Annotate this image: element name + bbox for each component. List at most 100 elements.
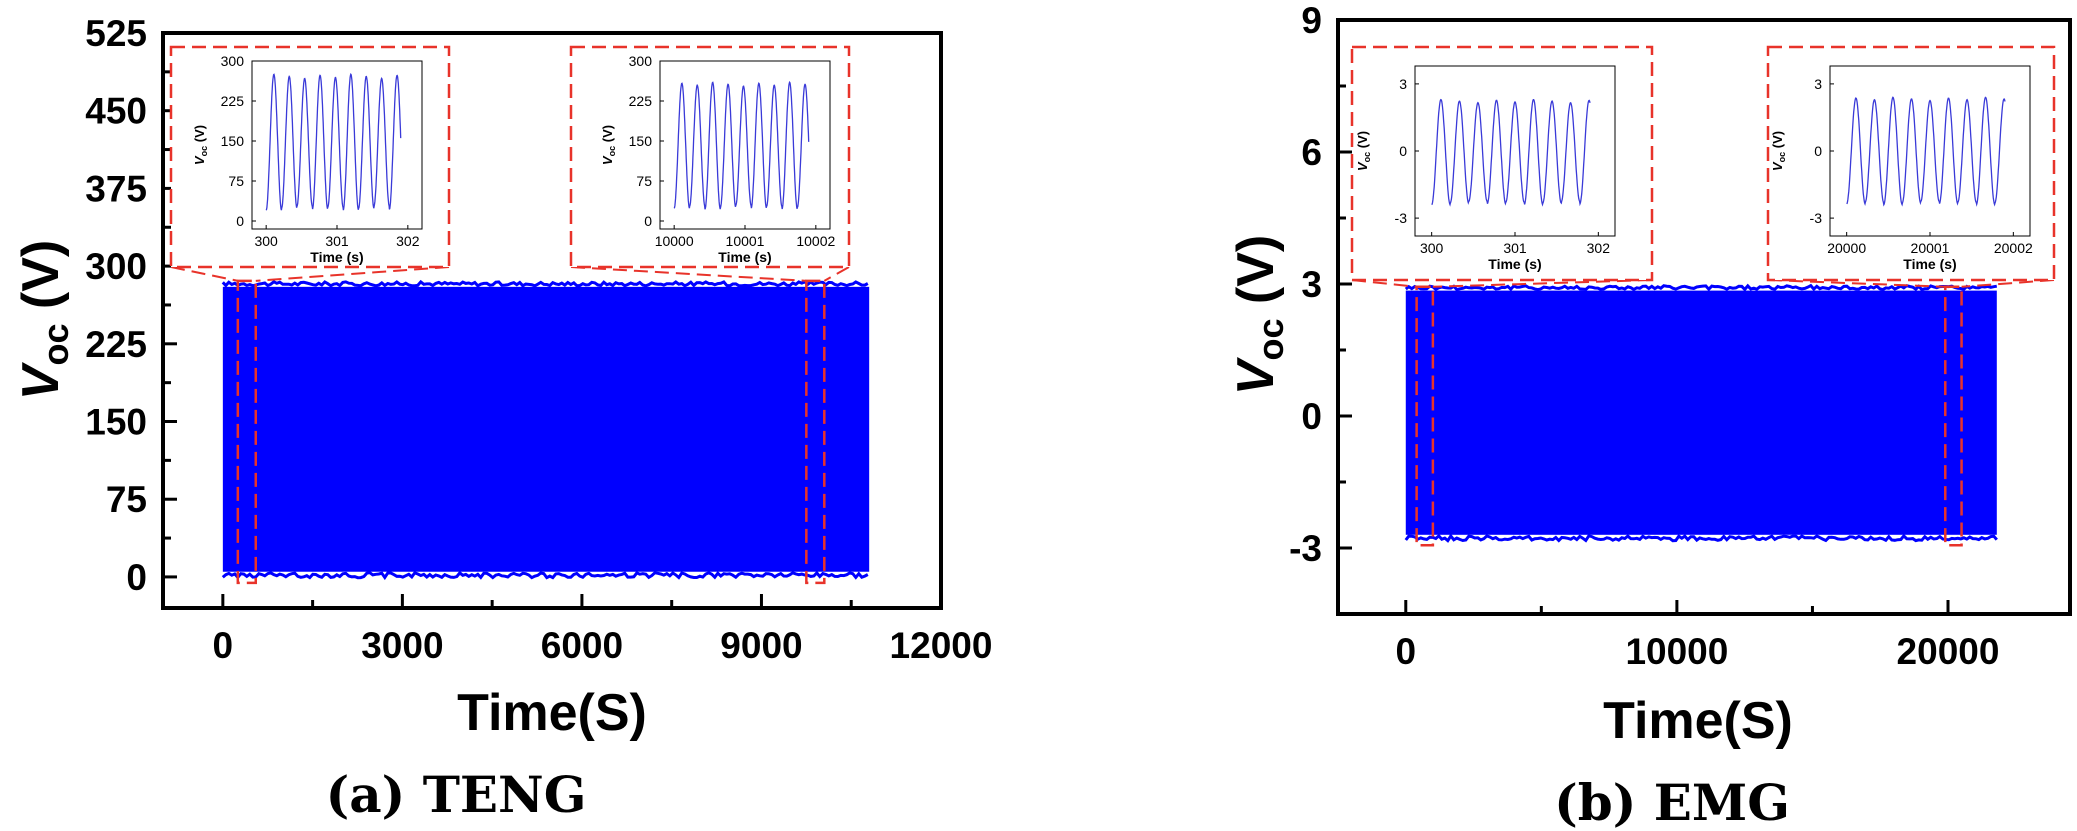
y-tick-label: 3: [1301, 264, 1322, 305]
inset-y-tick-label: 0: [236, 213, 244, 229]
inset-y-axis-title-unit: (V): [1770, 131, 1785, 152]
inset-y-axis-title-sub: oc: [1777, 152, 1787, 163]
caption-b: (b) EMG: [1554, 773, 1790, 831]
y-tick-label: 300: [85, 246, 147, 287]
inset-x-tick-label: 20001: [1911, 240, 1950, 256]
y-tick-label: 0: [1301, 396, 1322, 437]
inset-y-tick-label: 0: [644, 213, 652, 229]
inset-x-axis-title: Time (s): [310, 249, 363, 265]
inset-plot: 0 75 150 225 300 300 301 302 Time (s) Voc (V): [169, 45, 451, 269]
inset-x-tick-label: 302: [396, 233, 420, 249]
inset-y-tick-label: 225: [221, 93, 245, 109]
inset-y-tick-label: 225: [629, 93, 653, 109]
y-axis-title-a-unit: (V): [12, 240, 70, 324]
y-tick-label: 75: [106, 479, 147, 520]
zoom-connector-line: [170, 266, 239, 282]
x-ticks-b: 0 10000 20000: [1395, 600, 1999, 672]
y-tick-label: 0: [126, 557, 147, 598]
y-tick-label: 150: [85, 402, 147, 443]
y-axis-title-b-unit: (V): [1227, 235, 1285, 319]
inset-y-axis-title-main: V: [1770, 161, 1785, 171]
inset-y-tick-label: -3: [1810, 210, 1823, 226]
y-tick-label: 225: [85, 324, 147, 365]
y-tick-label: -3: [1289, 528, 1322, 569]
inset-y-axis-title-unit: (V): [1355, 131, 1370, 152]
signal-band-b: [1405, 290, 1997, 535]
y-axis-title-a: Voc (V): [12, 240, 76, 400]
zoom-region-box: [1415, 285, 1435, 547]
y-tick-label: 9: [1301, 0, 1322, 41]
inset-x-tick-label: 10001: [726, 233, 765, 249]
inset-x-axis-title: Time (s): [1903, 256, 1956, 272]
panel-b: -3 0 3 6 9 0 10000 20000 -3 0 3 300 301 302 Time (s)…: [1227, 0, 2072, 831]
inset-plot: -3 0 3 300 301 302 Time (s) Voc (V): [1350, 45, 1654, 282]
zoom-connector-line: [1961, 279, 2055, 288]
x-tick-label: 10000: [1625, 631, 1728, 672]
inset-y-tick-label: 3: [1814, 76, 1822, 92]
x-axis-title-a: Time(S): [457, 684, 647, 742]
inset-x-tick-label: 20000: [1827, 240, 1866, 256]
inset-x-axis-title: Time (s): [718, 249, 771, 265]
inset-y-axis-title-main: V: [600, 155, 615, 165]
zoom-region-box: [236, 279, 258, 585]
inset-dashed-border: [1766, 45, 2056, 282]
inset-y-tick-label: -3: [1395, 210, 1408, 226]
signal-band-a: [222, 286, 870, 572]
inset-y-axis-title: Voc (V): [1770, 131, 1787, 171]
y-axis-title-b: Voc (V): [1227, 235, 1291, 395]
inset-x-tick-label: 302: [1587, 240, 1611, 256]
inset-waveform: [265, 72, 402, 211]
inset-y-axis-title: Voc (V): [1355, 131, 1372, 171]
inset-x-axis-title: Time (s): [1488, 256, 1541, 272]
plot-frame-b: [1336, 18, 2072, 616]
signal-top-edge-b: [1404, 283, 1998, 292]
inset-x-tick-label: 20002: [1994, 240, 2033, 256]
inset-dashed-border: [169, 45, 451, 269]
inset-x-tick-label: 300: [254, 233, 278, 249]
y-tick-label: 450: [85, 91, 147, 132]
x-tick-label: 12000: [890, 625, 993, 666]
inset-y-tick-label: 300: [629, 53, 653, 69]
inset-y-axis-title-unit: (V): [600, 125, 615, 146]
zoom-regions-b: [1351, 279, 2055, 547]
inset-y-tick-label: 0: [1399, 143, 1407, 159]
inset-y-tick-label: 150: [629, 133, 653, 149]
inset-y-axis-title-main: V: [192, 155, 207, 165]
y-ticks-b: -3 0 3 6 9: [1289, 0, 1352, 569]
inset-y-tick-label: 300: [221, 53, 245, 69]
y-tick-label: 525: [85, 13, 147, 54]
y-axis-title-a-main: V: [12, 361, 70, 400]
inset-waveform: [673, 80, 810, 210]
y-axis-title-a-sub: oc: [35, 324, 76, 366]
inset-y-tick-label: 0: [1814, 143, 1822, 159]
inset-y-tick-label: 150: [221, 133, 245, 149]
inset-y-axis-title-unit: (V): [192, 125, 207, 146]
zoom-connector-line: [823, 266, 850, 282]
x-tick-label: 0: [1395, 631, 1416, 672]
inset-dashed-border: [569, 45, 851, 269]
x-tick-label: 3000: [361, 625, 443, 666]
inset-plot: 0 75 150 225 300 10000 10001 10002 Time (s) Voc (…: [569, 45, 851, 269]
x-ticks-a: 0 3000 6000 9000 12000: [213, 594, 993, 666]
inset-y-axis-title-sub: oc: [199, 146, 209, 157]
inset-y-axis-title-sub: oc: [607, 146, 617, 157]
inset-y-axis-title: Voc (V): [192, 125, 209, 165]
zoom-region-box: [805, 279, 826, 585]
y-axis-title-b-main: V: [1227, 356, 1285, 395]
signal-top-edge-a: [221, 279, 869, 288]
inset-waveform: [1431, 98, 1591, 207]
signal-bottom-edge-b: [1404, 533, 1998, 543]
x-tick-label: 0: [213, 625, 234, 666]
zoom-regions-a: [170, 266, 850, 585]
caption-a: (a) TENG: [326, 765, 587, 824]
inset-y-axis-title: Voc (V): [600, 125, 617, 165]
inset-plot: -3 0 3 20000 20001 20002 Time (s) Voc (V): [1766, 45, 2056, 282]
x-tick-label: 9000: [720, 625, 802, 666]
x-tick-label: 6000: [541, 625, 623, 666]
zoom-region-box: [1944, 285, 1963, 547]
y-ticks-a: 0 75 150 225 300 375 450 525: [85, 13, 177, 598]
y-axis-title-b-sub: oc: [1250, 319, 1291, 361]
insets-b: -3 0 3 300 301 302 Time (s) Voc (V) -3 0 3 20000 200…: [1350, 45, 2056, 282]
